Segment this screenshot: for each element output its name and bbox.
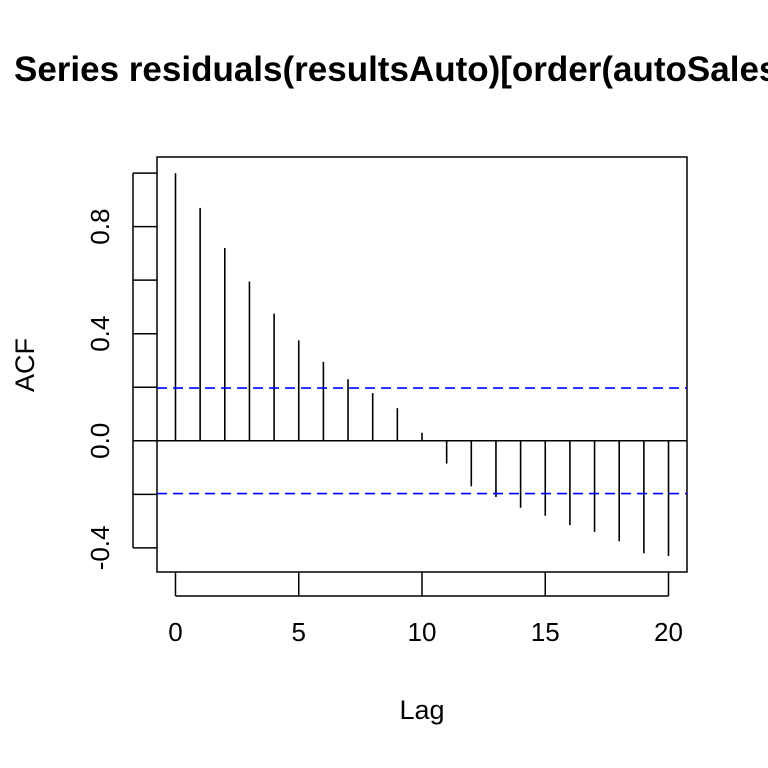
- reference-lines: [157, 387, 687, 495]
- y-tick-label-0.4: 0.4: [85, 316, 115, 352]
- x-axis: 0 5 10 15 20: [168, 572, 683, 647]
- y-axis: -0.4 0.0 0.4 0.8: [85, 172, 157, 570]
- x-tick-label-20: 20: [654, 617, 683, 647]
- y-tick-label-0.8: 0.8: [85, 209, 115, 245]
- y-tick-label-0.0: 0.0: [85, 423, 115, 459]
- x-tick-label-15: 15: [531, 617, 560, 647]
- x-tick-label-10: 10: [408, 617, 437, 647]
- acf-bars: [174, 173, 670, 556]
- x-tick-label-0: 0: [168, 617, 182, 647]
- plot-frame: [156, 156, 688, 573]
- x-tick-label-5: 5: [292, 617, 306, 647]
- x-axis-label: Lag: [399, 695, 444, 725]
- y-axis-label: ACF: [10, 338, 40, 392]
- y-tick-label--0.4: -0.4: [85, 525, 115, 570]
- chart-title: Series residuals(resultsAuto)[order(auto…: [14, 50, 768, 89]
